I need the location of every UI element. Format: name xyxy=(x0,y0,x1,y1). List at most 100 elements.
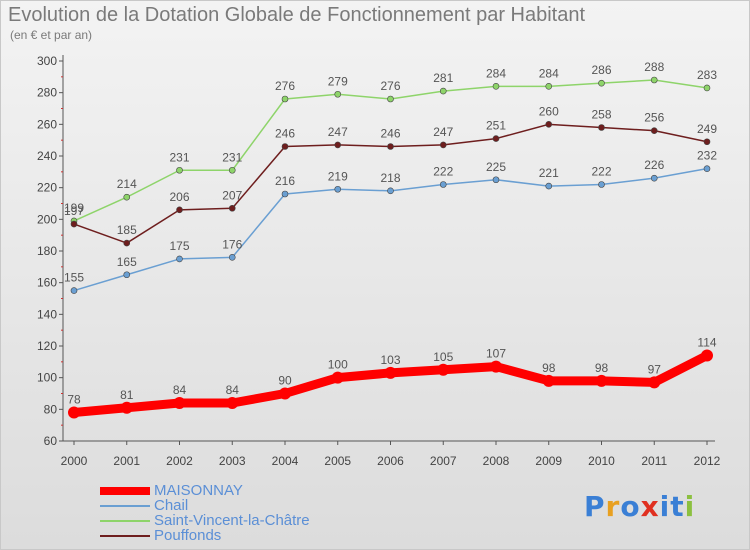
data-point-chail xyxy=(176,255,183,263)
data-label-chail: 175 xyxy=(169,239,189,253)
y-tick-label: 220 xyxy=(37,181,57,195)
legend-swatch xyxy=(100,535,150,537)
y-tick-label: 280 xyxy=(37,86,57,100)
data-label-chail: 226 xyxy=(644,158,664,172)
proxiti-logo: Proxiti xyxy=(584,490,695,523)
data-point-saint-vincent-la-ch-tre xyxy=(650,76,658,84)
data-label-maisonnay: 78 xyxy=(67,393,81,407)
logo-letter: x xyxy=(640,490,660,523)
data-label-pouffonds: 246 xyxy=(380,127,400,141)
data-label-pouffonds: 247 xyxy=(433,125,453,139)
x-tick-label: 2007 xyxy=(430,454,457,468)
data-point-maisonnay xyxy=(595,374,608,387)
logo-letter: o xyxy=(620,490,641,523)
data-point-maisonnay xyxy=(279,387,291,400)
data-point-chail xyxy=(70,287,78,294)
x-tick-label: 2010 xyxy=(588,454,615,468)
data-point-pouffonds xyxy=(439,141,447,149)
data-label-pouffonds: 185 xyxy=(117,223,137,237)
y-tick-label: 200 xyxy=(37,212,57,226)
data-point-chail xyxy=(281,190,289,198)
data-point-pouffonds xyxy=(228,204,236,212)
data-point-saint-vincent-la-ch-tre xyxy=(492,83,500,90)
legend-swatch xyxy=(100,505,150,507)
data-point-pouffonds xyxy=(387,143,394,150)
data-point-maisonnay xyxy=(226,397,239,409)
y-tick-label: 180 xyxy=(37,244,57,258)
logo-letter: i xyxy=(659,490,671,523)
data-point-chail xyxy=(492,176,500,184)
x-tick-label: 2012 xyxy=(694,454,721,468)
data-label-maisonnay: 90 xyxy=(278,374,292,388)
x-tick-label: 2003 xyxy=(219,454,246,468)
data-label-chail: 222 xyxy=(433,165,453,179)
data-point-chail xyxy=(123,271,131,279)
logo-letter: P xyxy=(584,490,606,523)
data-label-chail: 218 xyxy=(380,171,400,185)
data-point-pouffonds xyxy=(545,121,553,128)
data-point-saint-vincent-la-ch-tre xyxy=(281,95,289,103)
data-label-pouffonds: 206 xyxy=(169,190,189,204)
logo-letter: r xyxy=(605,490,621,523)
data-label-chail: 165 xyxy=(117,255,137,269)
data-label-chail: 176 xyxy=(222,237,242,251)
data-point-chail xyxy=(598,181,605,188)
data-label-chail: 225 xyxy=(486,160,506,174)
data-point-saint-vincent-la-ch-tre xyxy=(228,166,236,174)
x-tick-label: 2005 xyxy=(324,454,351,468)
data-label-saint-vincent-la-ch-tre: 279 xyxy=(328,74,348,88)
data-point-maisonnay xyxy=(437,363,450,376)
data-point-pouffonds xyxy=(70,220,78,228)
data-point-saint-vincent-la-ch-tre xyxy=(439,87,447,95)
data-point-pouffonds xyxy=(176,206,183,214)
data-point-maisonnay xyxy=(173,397,186,409)
legend-swatch xyxy=(100,520,150,522)
logo-letter: t xyxy=(670,490,685,523)
logo-letter: i xyxy=(684,490,696,523)
data-point-pouffonds xyxy=(123,239,131,247)
data-point-chail xyxy=(703,165,711,172)
data-point-chail xyxy=(228,254,236,261)
data-point-maisonnay xyxy=(384,366,397,379)
series-line-chail xyxy=(73,167,708,292)
x-tick-label: 2002 xyxy=(166,454,193,468)
data-label-saint-vincent-la-ch-tre: 284 xyxy=(486,66,506,80)
data-label-saint-vincent-la-ch-tre: 276 xyxy=(275,79,295,93)
data-point-pouffonds xyxy=(281,143,289,150)
data-point-chail xyxy=(545,182,553,190)
data-label-pouffonds: 247 xyxy=(328,125,348,139)
data-label-pouffonds: 251 xyxy=(486,119,506,133)
data-point-saint-vincent-la-ch-tre xyxy=(703,84,711,92)
data-label-maisonnay: 105 xyxy=(433,350,453,364)
chart-subtitle: (en € et par an) xyxy=(10,28,93,42)
data-label-maisonnay: 103 xyxy=(380,353,400,367)
x-tick-label: 2004 xyxy=(272,454,299,468)
data-point-maisonnay xyxy=(648,376,661,389)
data-label-pouffonds: 197 xyxy=(64,204,84,218)
x-tick-label: 2008 xyxy=(483,454,510,468)
data-label-pouffonds: 207 xyxy=(222,188,242,202)
data-point-maisonnay xyxy=(701,349,713,362)
data-label-saint-vincent-la-ch-tre: 286 xyxy=(591,63,611,77)
y-tick-label: 60 xyxy=(44,434,58,448)
data-point-pouffonds xyxy=(703,138,711,146)
data-label-saint-vincent-la-ch-tre: 281 xyxy=(433,71,453,85)
data-point-chail xyxy=(334,185,342,193)
data-label-maisonnay: 84 xyxy=(226,383,240,397)
data-label-pouffonds: 258 xyxy=(591,108,611,122)
data-point-pouffonds xyxy=(598,124,605,131)
data-label-pouffonds: 260 xyxy=(539,104,559,118)
data-label-saint-vincent-la-ch-tre: 214 xyxy=(117,177,137,191)
y-tick-label: 160 xyxy=(37,276,57,290)
legend-swatch xyxy=(100,487,150,495)
legend-label: Saint-Vincent-la-Châtre xyxy=(154,512,310,529)
data-label-pouffonds: 246 xyxy=(275,127,295,141)
legend-label: Chail xyxy=(154,497,189,514)
data-label-maisonnay: 81 xyxy=(120,388,134,402)
y-tick-label: 100 xyxy=(37,371,57,385)
data-point-saint-vincent-la-ch-tre xyxy=(176,166,183,174)
data-label-chail: 221 xyxy=(539,166,559,180)
data-point-saint-vincent-la-ch-tre xyxy=(598,79,605,87)
data-point-maisonnay xyxy=(68,406,80,419)
y-tick-label: 300 xyxy=(37,54,57,68)
